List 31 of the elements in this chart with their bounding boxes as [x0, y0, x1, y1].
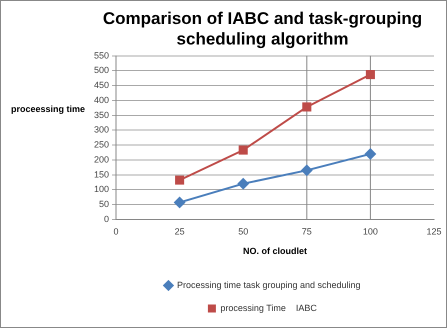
x-tick-label: 50 — [238, 226, 248, 236]
point — [364, 148, 376, 160]
x-tick-label: 100 — [362, 226, 378, 236]
y-tick-label: 350 — [94, 110, 110, 120]
x-tick-label: 125 — [426, 226, 442, 236]
point — [174, 196, 186, 208]
y-tick-label: 150 — [94, 169, 110, 180]
point — [302, 102, 312, 112]
y-tick-label: 400 — [94, 94, 110, 105]
y-tick-label: 550 — [94, 50, 110, 60]
y-tick-label: 0 — [104, 214, 110, 224]
legend-label: processing Time IABC — [220, 302, 318, 313]
point — [366, 70, 375, 80]
x-axis-title: NO. of cloudlet — [243, 246, 308, 256]
point — [238, 146, 248, 155]
y-tick-label: 450 — [94, 80, 110, 90]
x-tick-label: 25 — [174, 226, 185, 236]
x-tick-label: 75 — [302, 226, 312, 236]
point — [301, 164, 312, 176]
y-tick-label: 250 — [94, 140, 110, 150]
y-tick-label: 50 — [99, 199, 110, 210]
x-tick-label: 0 — [114, 226, 119, 236]
legend-label: Processing time task grouping and scheduling — [176, 280, 361, 290]
y-tick-label: 500 — [94, 65, 110, 76]
point — [175, 176, 184, 185]
y-axis-title: proceessing time — [11, 104, 86, 114]
y-tick-label: 100 — [94, 184, 110, 194]
point — [238, 178, 249, 190]
y-tick-label: 300 — [94, 124, 110, 135]
y-tick-label: 200 — [94, 154, 110, 164]
chart-title: Comparison of IABC and task-grouping scheduling algorithm — [102, 8, 422, 48]
